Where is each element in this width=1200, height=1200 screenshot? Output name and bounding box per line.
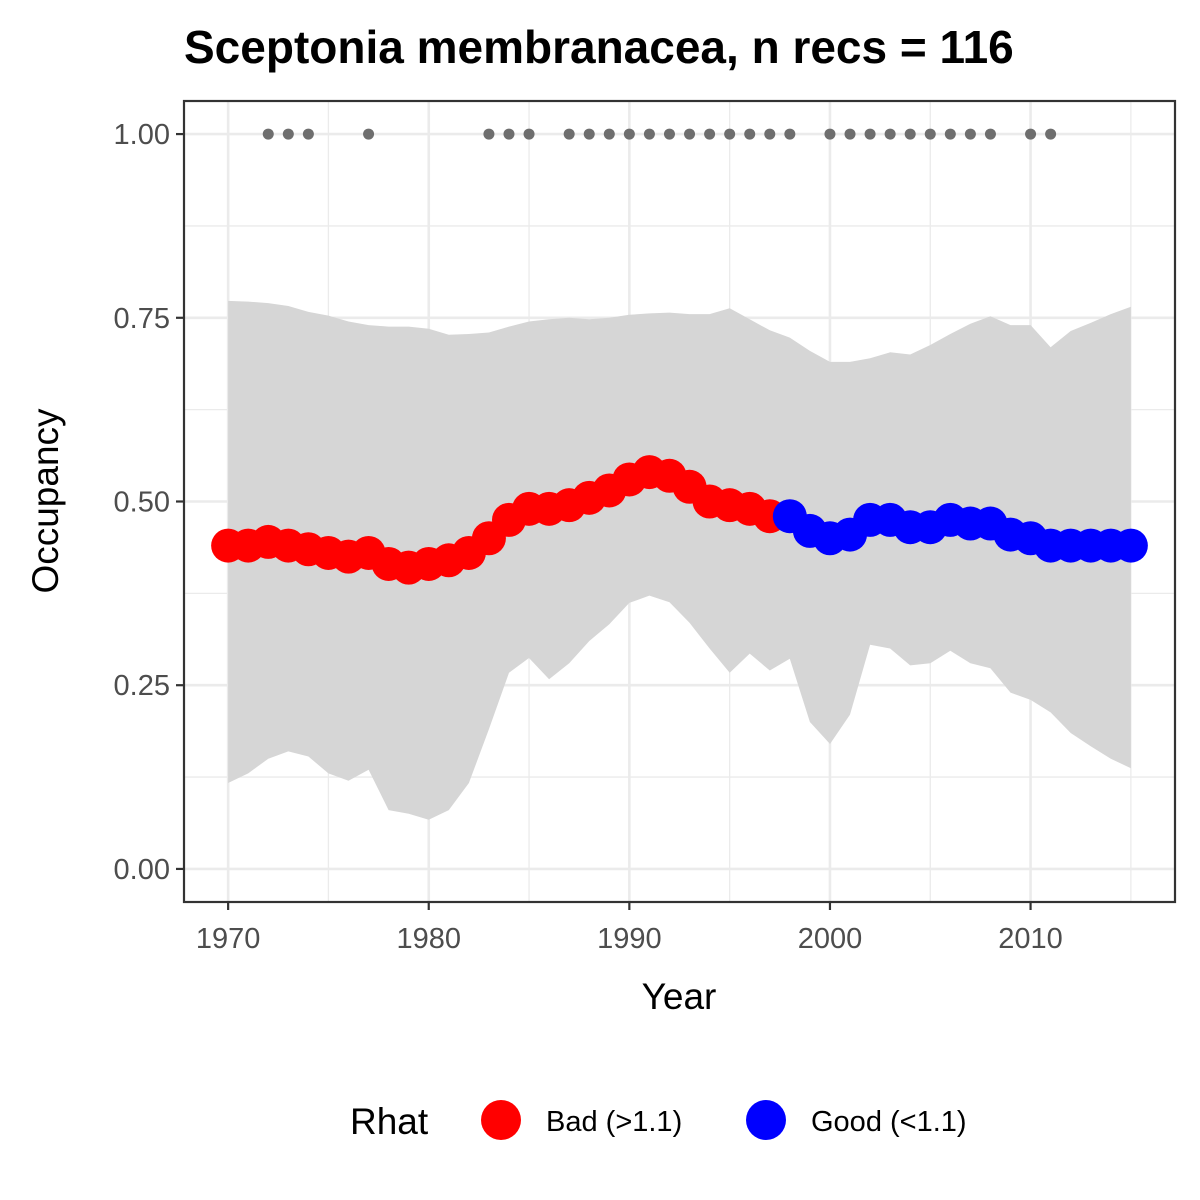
- record-point: [864, 128, 876, 140]
- record-point: [944, 128, 956, 140]
- record-point: [964, 128, 976, 140]
- x-tick-label: 1970: [196, 923, 261, 955]
- legend-title: Rhat: [350, 1101, 429, 1142]
- chart-title: Sceptonia membranacea, n recs = 116: [184, 21, 1014, 73]
- record-point: [844, 128, 856, 140]
- record-points: [262, 128, 1057, 140]
- record-point: [503, 128, 515, 140]
- legend-key-bad: [481, 1100, 521, 1140]
- occupancy-points: [211, 455, 1148, 585]
- x-axis: 1970 1980 1990 2000 2010: [196, 902, 1063, 955]
- record-point: [764, 128, 776, 140]
- record-point: [924, 128, 936, 140]
- record-point: [603, 128, 615, 140]
- legend-label-good: Good (<1.1): [811, 1106, 967, 1138]
- record-point: [563, 128, 575, 140]
- record-point: [523, 128, 535, 140]
- record-point: [884, 128, 896, 140]
- record-point: [744, 128, 756, 140]
- y-tick-label: 0.75: [114, 303, 170, 335]
- record-point: [904, 128, 916, 140]
- legend: Rhat Bad (>1.1) Good (<1.1): [350, 1100, 967, 1142]
- x-tick-label: 1990: [597, 923, 662, 955]
- record-point: [363, 128, 375, 140]
- record-point: [262, 128, 274, 140]
- x-tick-label: 2010: [998, 923, 1063, 955]
- x-axis-title: Year: [642, 976, 717, 1017]
- record-point: [663, 128, 675, 140]
- x-tick-label: 1980: [396, 923, 461, 955]
- occupancy-point-good: [1113, 528, 1148, 563]
- y-axis: 0.00 0.25 0.50 0.75 1.00: [114, 119, 184, 886]
- record-point: [643, 128, 655, 140]
- legend-key-good: [746, 1100, 786, 1140]
- record-point: [784, 128, 796, 140]
- record-point: [824, 128, 836, 140]
- record-point: [704, 128, 716, 140]
- record-point: [1025, 128, 1037, 140]
- record-point: [282, 128, 294, 140]
- record-point: [302, 128, 314, 140]
- record-point: [583, 128, 595, 140]
- y-axis-title: Occupancy: [25, 408, 66, 594]
- y-tick-label: 1.00: [114, 119, 170, 151]
- record-point: [724, 128, 736, 140]
- record-point: [984, 128, 996, 140]
- y-tick-label: 0.25: [114, 670, 170, 702]
- legend-label-bad: Bad (>1.1): [546, 1106, 682, 1138]
- record-point: [684, 128, 696, 140]
- credible-interval-ribbon: [228, 300, 1131, 820]
- record-point: [1045, 128, 1057, 140]
- record-point: [623, 128, 635, 140]
- y-tick-label: 0.50: [114, 487, 170, 519]
- record-point: [483, 128, 495, 140]
- x-tick-label: 2000: [798, 923, 863, 955]
- y-tick-label: 0.00: [114, 854, 170, 886]
